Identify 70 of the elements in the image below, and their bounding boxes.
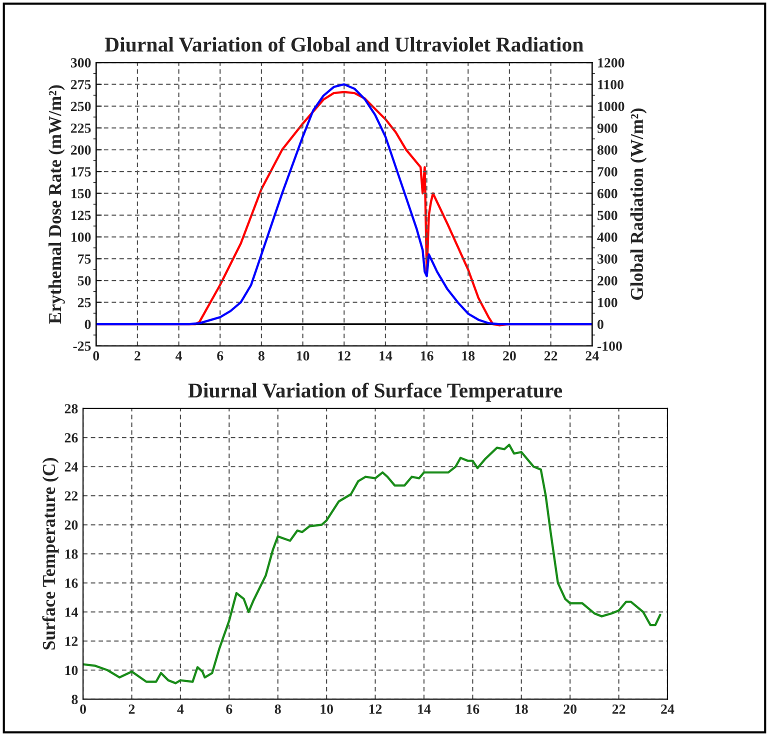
x-tick-label: 6	[226, 704, 232, 714]
x-tick-label: 8	[258, 351, 264, 361]
y-tick-label: 12	[65, 636, 78, 646]
x-tick-label: 0	[93, 351, 100, 361]
y-tick-label: 0	[84, 320, 91, 330]
y-tick-label: 275	[71, 80, 91, 90]
x-tick-label: 12	[338, 351, 350, 360]
x-tick-label: 2	[134, 351, 140, 360]
y-axis-title: Erythemal Dose Rate (mW/m²)	[48, 85, 65, 324]
y2-tick-label: 1200	[598, 58, 624, 68]
y2-axis-title: Global Radiation (W/m²)	[630, 108, 647, 300]
y-tick-label: 225	[71, 124, 91, 133]
y-tick-label: 22	[64, 491, 78, 501]
chart-title: Diurnal Variation of Surface Temperature	[188, 382, 562, 402]
x-tick-label: 4	[177, 704, 184, 714]
y-tick-label: 200	[71, 145, 91, 155]
x-tick-label: 20	[503, 351, 516, 361]
x-tick-label: 10	[320, 704, 333, 714]
x-tick-label: 18	[516, 704, 528, 714]
y-tick-label: 14	[65, 608, 78, 617]
y-tick-label: 175	[72, 167, 91, 176]
y2-tick-label: 900	[597, 124, 618, 133]
y-tick-label: 50	[78, 276, 91, 286]
y2-tick-label: 400	[597, 232, 618, 242]
y-tick-label: 24	[64, 462, 78, 472]
y-tick-label: 125	[72, 210, 91, 220]
x-tick-label: 24	[661, 704, 674, 714]
y-tick-label: 250	[71, 102, 91, 112]
x-tick-label: 18	[462, 351, 475, 361]
line-series	[83, 444, 662, 684]
y2-tick-label: 1000	[598, 102, 624, 112]
x-tick-label: 20	[564, 704, 576, 714]
y2-tick-label: 700	[598, 167, 618, 176]
x-tick-label: 24	[586, 351, 599, 360]
y-tick-label: -25	[73, 342, 91, 351]
y2-tick-label: 0	[598, 320, 604, 330]
y2-tick-label: 500	[598, 210, 618, 220]
y2-tick-label: 100	[598, 298, 618, 308]
x-tick-label: 4	[176, 351, 182, 360]
y-tick-label: 20	[64, 520, 78, 530]
x-tick-label: 12	[369, 704, 382, 714]
y2-tick-label: 600	[597, 188, 618, 198]
y-axis-title: Surface Temperature (C)	[42, 458, 59, 650]
x-tick-label: 22	[612, 704, 626, 714]
y-tick-label: 75	[78, 254, 91, 264]
y-tick-label: 25	[78, 298, 91, 308]
x-tick-label: 8	[274, 704, 281, 714]
x-tick-label: 6	[217, 351, 224, 361]
x-tick-label: 14	[418, 704, 431, 714]
y-tick-label: 18	[65, 549, 78, 559]
y-tick-label: 16	[65, 578, 78, 588]
y2-tick-label: 300	[598, 254, 618, 264]
x-tick-label: 2	[128, 704, 135, 714]
x-tick-label: 10	[296, 351, 310, 361]
y2-tick-label: -100	[598, 342, 622, 351]
y-tick-label: 28	[64, 404, 78, 414]
y-tick-label: 10	[65, 666, 78, 676]
x-tick-label: 14	[380, 351, 392, 360]
y-tick-label: 300	[70, 58, 91, 68]
y2-tick-label: 1100	[598, 80, 624, 90]
x-tick-label: 22	[544, 351, 558, 360]
y-tick-label: 100	[72, 232, 91, 242]
x-tick-label: 16	[420, 351, 434, 361]
y-tick-label: 8	[72, 694, 78, 704]
y-tick-label: 150	[72, 188, 91, 198]
chart-title: Diurnal Variation of Global and Ultraviolet Radiation	[104, 36, 584, 52]
y-tick-label: 26	[64, 433, 78, 443]
y2-tick-label: 800	[597, 145, 618, 155]
x-tick-label: 16	[466, 704, 480, 714]
y2-tick-label: 200	[598, 276, 618, 286]
